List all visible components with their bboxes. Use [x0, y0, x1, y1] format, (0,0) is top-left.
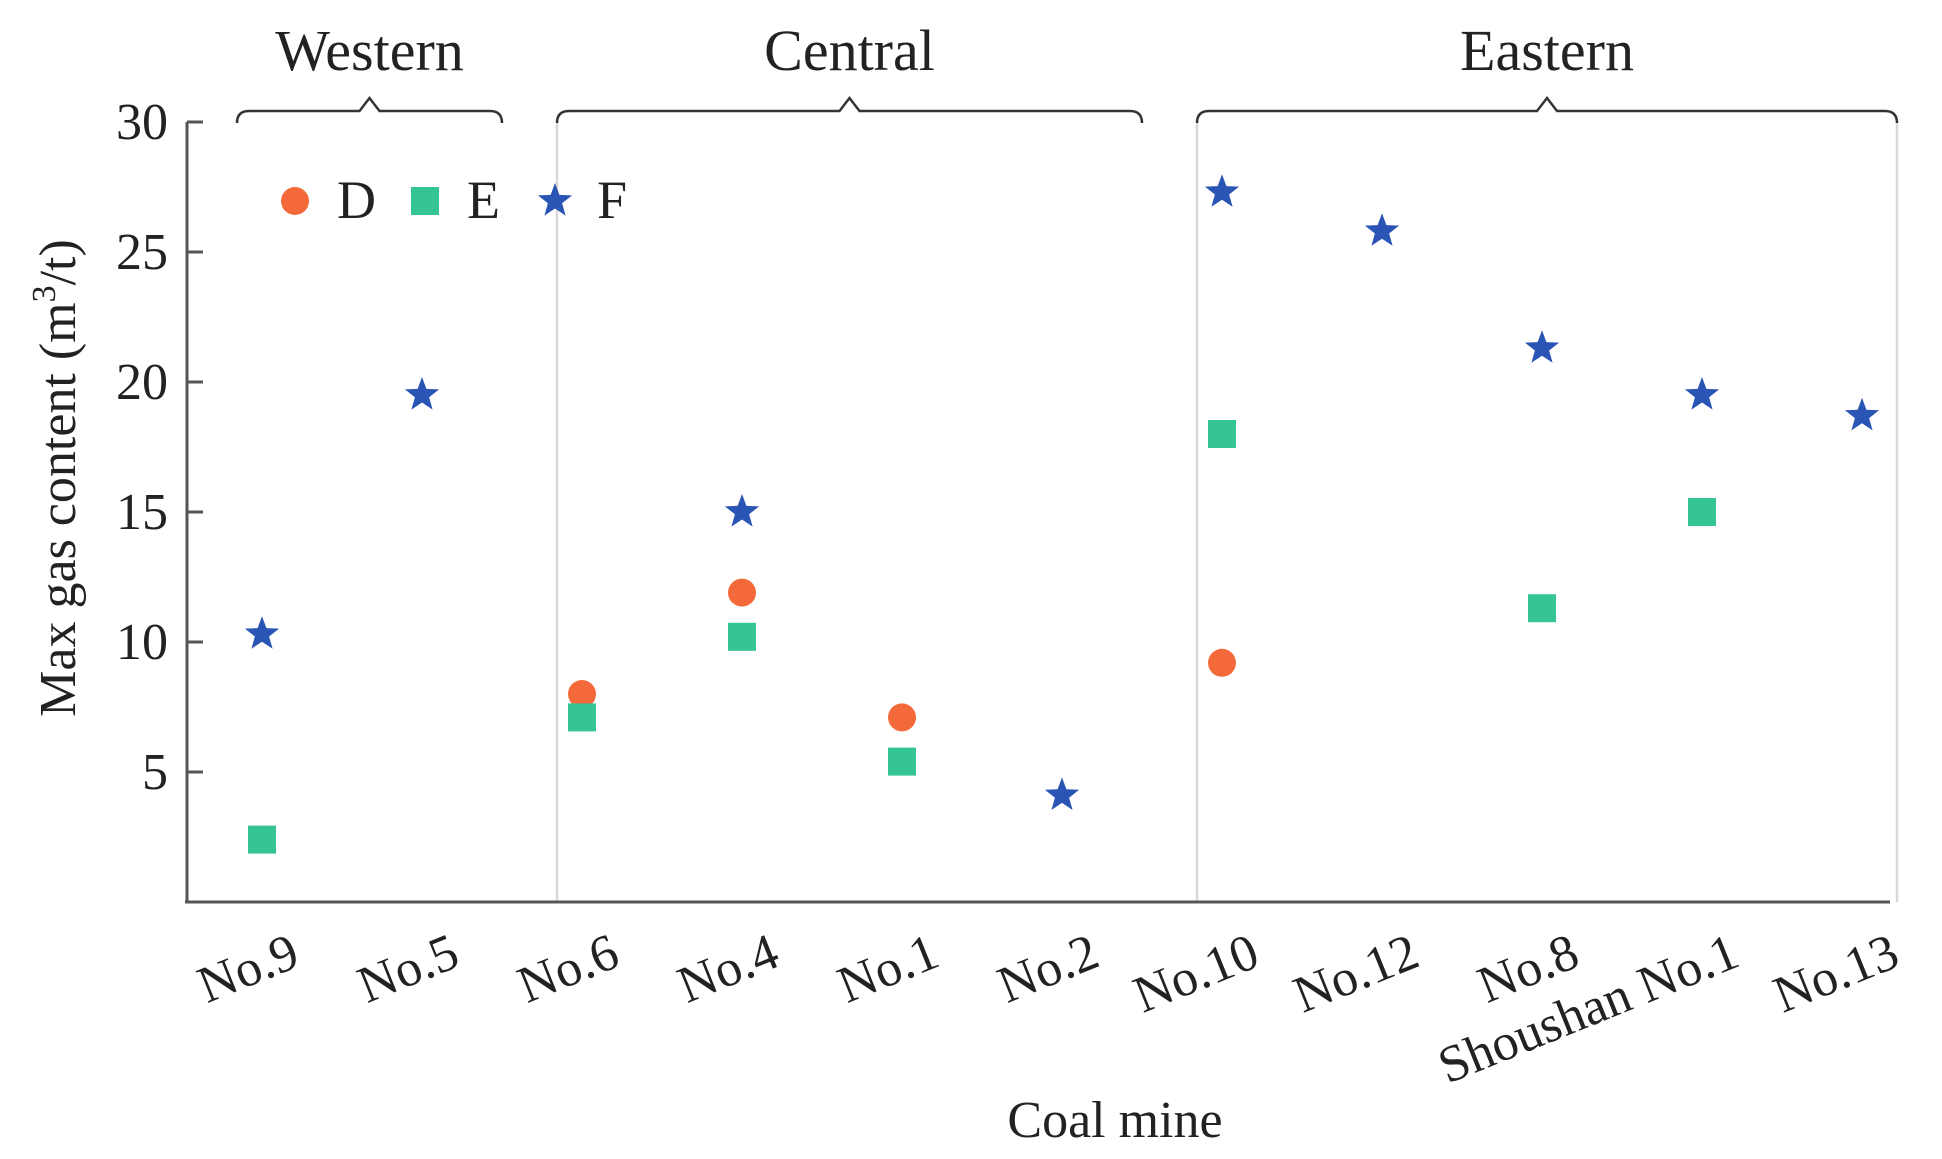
- point-f: [1044, 777, 1080, 810]
- y-axis-title-sup: 3: [26, 285, 63, 302]
- x-ticks: No.9 No.5 No.6 No.4 No.1 No.2 No.10 No.12 No.8Sh…: [190, 923, 1906, 1095]
- y-tick-label: 5: [142, 744, 168, 801]
- point-d: [1208, 648, 1236, 677]
- x-tick-label: No.9: [190, 923, 306, 1014]
- x-tick-label: No.4: [670, 923, 786, 1014]
- x-tick-label: No.2: [990, 923, 1106, 1014]
- point-f: [1524, 330, 1560, 363]
- region-brace: [555, 95, 1144, 124]
- axes: [185, 122, 1890, 904]
- y-tick-label: 25: [116, 224, 168, 281]
- x-tick-label: No.13: [1766, 923, 1907, 1024]
- legend-marker-f: [537, 183, 573, 216]
- region-label: Central: [764, 18, 935, 83]
- y-tick-label: 10: [116, 614, 168, 671]
- x-tick-label: No.5: [350, 923, 466, 1014]
- legend-label: D: [337, 170, 376, 230]
- legend-marker-d: [281, 187, 309, 215]
- x-tick-label: No.10: [1126, 923, 1267, 1024]
- y-tick-label: 30: [116, 94, 168, 151]
- point-d: [568, 680, 596, 708]
- point-d: [728, 578, 756, 607]
- region-dividers: [555, 122, 1899, 902]
- region-brace: [1195, 95, 1899, 124]
- data-points: [244, 174, 1880, 854]
- legend: D E F: [281, 170, 627, 230]
- point-f: [404, 377, 440, 410]
- y-tick-label: 15: [116, 484, 168, 541]
- x-tick-label: No.12: [1286, 923, 1427, 1024]
- y-tick-label: 20: [116, 354, 168, 411]
- region-braces: Western Central Eastern: [235, 18, 1899, 124]
- point-e: [728, 622, 756, 651]
- point-f: [244, 616, 280, 649]
- x-axis-title: Coal mine: [1007, 1092, 1222, 1149]
- legend-label: F: [597, 170, 627, 230]
- point-e: [1528, 594, 1556, 623]
- point-f: [1204, 174, 1240, 207]
- y-axis-title-end: /t): [30, 239, 87, 285]
- region-label: Eastern: [1460, 18, 1634, 83]
- y-axis-title: Max gas content (m3/t): [26, 239, 87, 717]
- legend-label: E: [467, 170, 500, 230]
- region-label: Western: [275, 18, 464, 83]
- y-ticks: 5 10 15 20 25 30: [116, 94, 203, 801]
- point-f: [1364, 213, 1400, 246]
- point-e: [248, 825, 276, 854]
- point-f: [724, 494, 760, 527]
- point-e: [1208, 420, 1236, 448]
- point-f: [1684, 377, 1720, 410]
- point-e: [888, 747, 916, 776]
- point-e: [568, 703, 596, 732]
- point-e: [1688, 498, 1716, 526]
- y-axis-title-main: Max gas content (m: [30, 302, 87, 716]
- point-d: [888, 703, 916, 732]
- x-tick-label: No.1: [830, 923, 946, 1014]
- point-f: [1844, 397, 1880, 431]
- x-tick-label: Shoushan No.1: [1430, 923, 1746, 1095]
- region-brace: [235, 95, 504, 124]
- legend-marker-e: [411, 187, 439, 215]
- x-tick-label: No.6: [510, 923, 626, 1014]
